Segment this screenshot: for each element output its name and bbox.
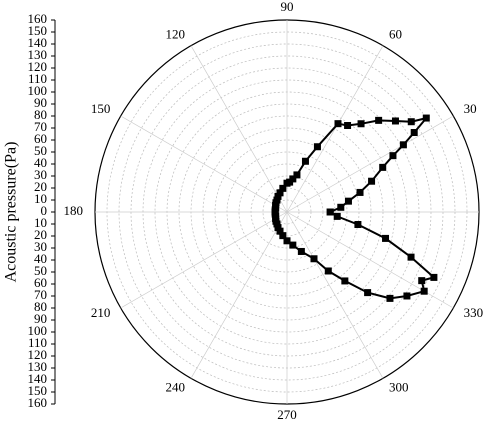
- theta-tick-label: 300: [389, 380, 409, 395]
- data-point: [326, 208, 334, 216]
- r-tick-label: 160: [28, 395, 48, 410]
- r-tick-label: 120: [28, 59, 48, 74]
- r-tick-label: 100: [28, 323, 48, 338]
- r-tick-label: 30: [34, 239, 47, 254]
- data-point: [407, 253, 415, 261]
- data-point: [293, 171, 301, 179]
- data-point: [273, 220, 281, 228]
- theta-tick-label: 120: [166, 26, 186, 41]
- data-point: [283, 179, 291, 187]
- r-tick-label: 140: [28, 371, 48, 386]
- grid-spoke: [286, 45, 384, 213]
- theta-tick-label: 90: [281, 0, 294, 14]
- r-tick-label: 110: [28, 335, 47, 350]
- data-point: [276, 189, 284, 197]
- r-tick-label: 100: [28, 83, 48, 98]
- r-tick-label: 150: [28, 23, 48, 38]
- r-tick-label: 30: [34, 167, 47, 182]
- r-tick-label: 50: [34, 263, 47, 278]
- data-point: [283, 237, 291, 245]
- r-tick-label: 40: [34, 251, 47, 266]
- axis-title: Acoustic pressure(Pa): [3, 142, 20, 283]
- data-point: [420, 287, 428, 295]
- data-point: [422, 114, 430, 122]
- theta-tick-label: 240: [166, 380, 186, 395]
- data-point: [310, 255, 318, 263]
- r-tick-label: 140: [28, 35, 48, 50]
- data-point: [382, 234, 390, 242]
- data-point: [334, 120, 342, 128]
- r-tick-label: 0: [41, 203, 48, 218]
- r-tick-label: 20: [34, 179, 47, 194]
- data-point: [297, 247, 305, 255]
- r-tick-label: 40: [34, 155, 47, 170]
- grid-spoke: [286, 211, 384, 379]
- theta-tick-label: 150: [91, 101, 111, 116]
- r-tick-label: 130: [28, 359, 48, 374]
- theta-tick-label: 30: [464, 101, 477, 116]
- r-tick-label: 60: [34, 275, 47, 290]
- r-tick-label: 70: [34, 119, 47, 134]
- data-point: [344, 121, 352, 129]
- data-point: [391, 117, 399, 125]
- data-point: [289, 241, 297, 249]
- data-point: [368, 177, 376, 185]
- data-line: [273, 116, 436, 300]
- data-point: [333, 212, 341, 220]
- r-tick-label: 110: [28, 71, 47, 86]
- data-point: [375, 116, 383, 124]
- data-point: [341, 277, 349, 285]
- r-tick-label: 130: [28, 47, 48, 62]
- grid-spoke: [286, 115, 454, 213]
- data-point: [364, 289, 372, 297]
- r-tick-label: 90: [34, 95, 47, 110]
- data-point: [279, 232, 287, 240]
- grid-spoke: [120, 115, 288, 213]
- theta-tick-label: 270: [277, 407, 297, 422]
- data-point: [403, 292, 411, 300]
- data-point: [337, 203, 345, 211]
- theta-tick-label: 210: [91, 305, 111, 320]
- data-point: [407, 118, 415, 126]
- r-tick-label: 80: [34, 299, 47, 314]
- data-point: [379, 163, 387, 171]
- data-point: [357, 120, 365, 128]
- r-tick-label: 20: [34, 227, 47, 242]
- theta-tick-label: 330: [464, 305, 484, 320]
- r-tick-label: 10: [34, 215, 47, 230]
- r-tick-label: 90: [34, 311, 47, 326]
- data-point: [410, 129, 418, 137]
- data-point: [389, 152, 397, 160]
- r-tick-label: 50: [34, 143, 47, 158]
- data-point: [430, 273, 438, 281]
- grid-spoke: [190, 211, 288, 379]
- data-point: [274, 224, 282, 232]
- theta-tick-label: 60: [389, 26, 402, 41]
- r-tick-label: 120: [28, 347, 48, 362]
- r-tick-label: 10: [34, 191, 47, 206]
- r-tick-label: 80: [34, 107, 47, 122]
- data-point: [276, 227, 284, 235]
- grid-spoke: [190, 45, 288, 213]
- data-point: [418, 277, 426, 285]
- grid-spoke: [120, 211, 288, 309]
- r-tick-label: 60: [34, 131, 47, 146]
- data-point: [386, 294, 394, 302]
- data-point: [344, 197, 352, 205]
- data-point: [399, 141, 407, 149]
- r-tick-label: 70: [34, 287, 47, 302]
- r-tick-label: 160: [28, 11, 48, 26]
- data-point: [356, 188, 364, 196]
- data-point: [313, 143, 321, 151]
- data-point: [301, 157, 309, 165]
- data-point: [354, 221, 362, 229]
- data-point: [279, 184, 287, 192]
- data-point: [274, 192, 282, 200]
- data-point: [324, 267, 332, 275]
- r-tick-label: 150: [28, 383, 48, 398]
- theta-tick-label: 180: [64, 203, 84, 218]
